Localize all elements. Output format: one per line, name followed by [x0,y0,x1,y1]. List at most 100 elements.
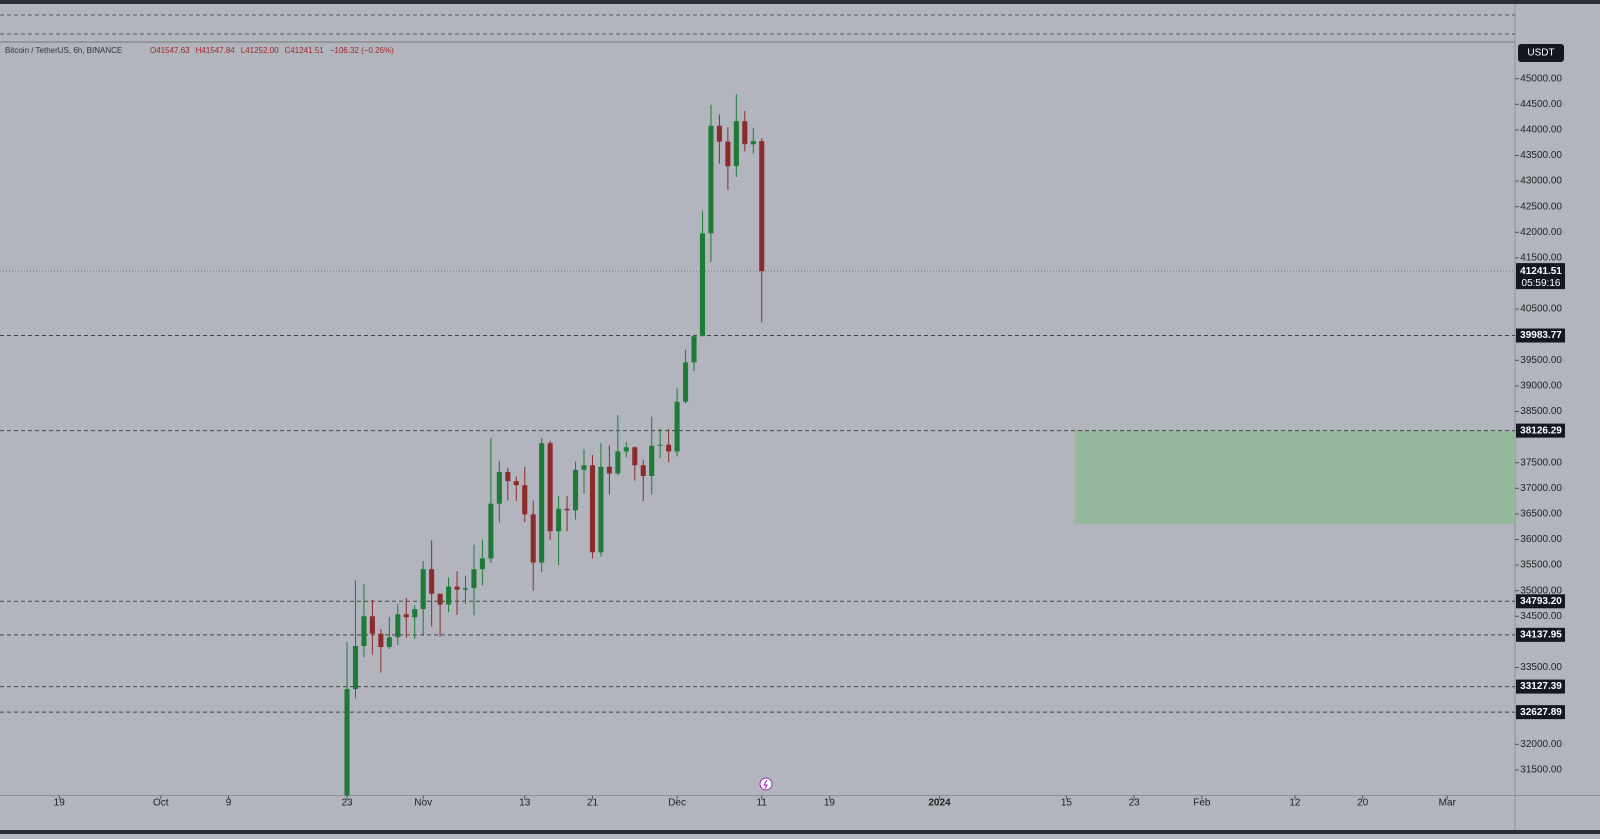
x-tick-label: 19 [54,798,66,809]
x-tick-label: 20 [1357,798,1369,809]
candle-body [352,645,359,689]
candle-body [386,637,392,648]
candle-body [716,125,722,142]
candle-body [708,125,714,234]
candle-body [539,443,545,563]
x-tick-label: Oct [153,798,169,809]
candle-body [369,616,375,634]
candle-body [581,465,587,470]
level-label: 34793.20 [1520,596,1562,607]
ohlc-value: C41241.51 [285,46,325,55]
candle-body [759,141,765,272]
candle-body [513,481,519,486]
last-price-label: 41241.51 [1520,266,1562,277]
level-label: 39983.77 [1520,330,1562,341]
x-tick-label: Dec [668,798,686,809]
candle-body [691,336,697,363]
candle-body [632,447,638,466]
x-tick-label: 23 [341,798,353,809]
level-label: 32627.89 [1520,707,1562,718]
y-tick-label: 34500.00 [1520,611,1562,622]
candle-body [488,503,494,559]
y-tick-label: 33500.00 [1520,662,1562,673]
x-tick-label: 13 [519,798,531,809]
candle-body [674,401,680,452]
candle-body [666,444,672,452]
x-tick-label: 9 [226,798,232,809]
level-badge [1516,594,1565,609]
candle-body [547,443,553,532]
symbol-label: Bitcoin / TetherUS, 6h, BINANCE [5,46,122,55]
x-tick-label: 23 [1129,798,1141,809]
top-border [0,0,1600,4]
candle-body [572,469,579,511]
candle-body [420,569,426,610]
candle-body [606,466,612,474]
candle-body [589,465,595,553]
candle-body [649,445,655,476]
candle-body [462,588,469,590]
currency-label: USDT [1527,48,1554,59]
y-tick-label: 36000.00 [1520,534,1562,545]
y-tick-label: 43000.00 [1520,176,1562,187]
y-tick-label: 41500.00 [1520,253,1562,264]
level-label: 34137.95 [1520,629,1562,640]
y-tick-label: 31500.00 [1520,765,1562,776]
y-tick-label: 43500.00 [1520,150,1562,161]
y-tick-label: 39000.00 [1520,381,1562,392]
candle-body [522,485,528,515]
x-tick-label: 21 [587,798,599,809]
candle-body [742,121,748,145]
ohlc-value: L41252.00 [241,46,279,55]
candle-body [446,586,452,605]
ohlc-value: H41547.84 [196,46,236,55]
y-tick-label: 35500.00 [1520,560,1562,571]
candle-body [556,508,562,532]
y-tick-label: 45000.00 [1520,73,1562,84]
candle-body [454,586,460,590]
candle-body [429,569,435,594]
countdown: 05:59:16 [1522,278,1561,289]
currency-badge[interactable] [1518,44,1564,62]
level-badge [1516,328,1565,343]
y-tick-label: 32000.00 [1520,739,1562,750]
level-badge [1516,705,1565,720]
candle-body [564,508,570,511]
x-tick-label: 11 [757,798,768,809]
y-tick-label: 42500.00 [1520,201,1562,212]
y-tick-label: 35000.00 [1520,585,1562,596]
level-badge [1516,627,1565,642]
x-tick-label: 15 [1061,798,1073,809]
y-tick-label: 38500.00 [1520,406,1562,417]
candle-body [403,614,409,618]
y-tick-label: 37000.00 [1520,483,1562,494]
ohlc-value: O41547.63 [150,46,190,55]
candle-body [378,633,384,648]
x-tick-label: Nov [414,798,432,809]
y-tick-label: 44000.00 [1520,125,1562,136]
x-tick-label: 12 [1289,798,1301,809]
y-tick-label: 39500.00 [1520,355,1562,366]
x-tick-label: 2024 [928,798,951,809]
candle-body [598,466,604,553]
candle-body [623,447,629,452]
last-price-badge [1516,263,1565,290]
candle-body [496,471,502,504]
y-tick-label: 37500.00 [1520,457,1562,468]
candle-body [725,141,731,167]
y-tick-label: 36500.00 [1520,509,1562,520]
event-icon[interactable] [759,777,773,791]
x-tick-label: Feb [1193,798,1211,809]
level-badge [1516,423,1565,438]
candle-body [344,689,350,796]
candle-body [615,451,621,474]
candle-body [471,569,477,589]
x-tick-label: 19 [824,798,836,809]
y-tick-label: 42000.00 [1520,227,1562,238]
candle-body [361,616,367,646]
ohlc-legend: O41547.63 H41547.84 L41252.00 C41241.51 −106… [150,46,394,55]
candle-body [395,614,401,638]
candle-body [412,609,418,618]
